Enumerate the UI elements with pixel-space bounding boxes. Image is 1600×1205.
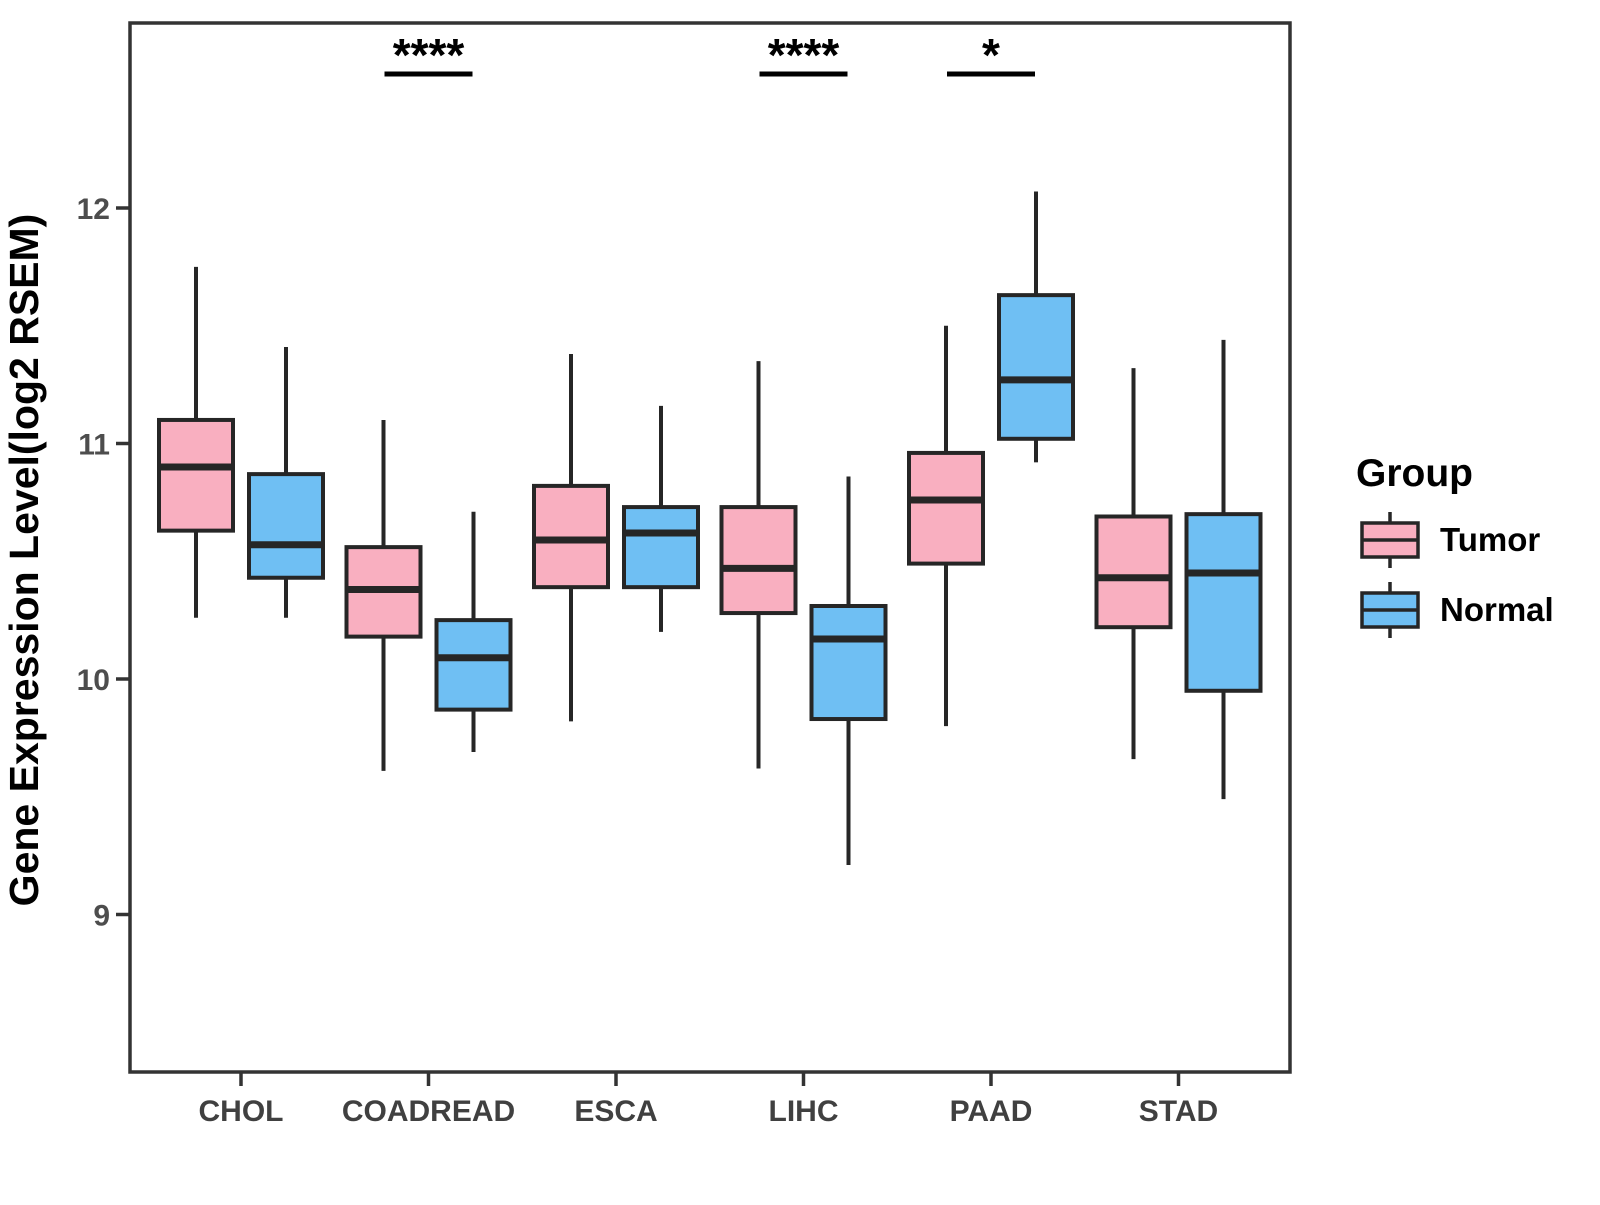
- iqr-box: [907, 450, 985, 566]
- iqr-box: [1184, 512, 1263, 693]
- iqr-box: [1094, 514, 1173, 630]
- legend-key-normal: [1360, 582, 1420, 638]
- x-axis-label: COADREAD: [342, 1095, 515, 1128]
- iqr-box: [719, 505, 798, 616]
- x-axis-label: PAAD: [950, 1095, 1033, 1128]
- plot-panel-border: [128, 21, 1292, 1074]
- iqr-box: [247, 472, 325, 580]
- y-tick-label: 12: [77, 193, 110, 226]
- y-axis-title: Gene Expression Level(log2 RSEM): [1, 214, 47, 907]
- boxplot-chol-tumor: [157, 266, 235, 618]
- y-tick-label: 10: [77, 664, 110, 697]
- legend: Group Tumor Normal: [1356, 452, 1554, 638]
- iqr-box: [532, 483, 610, 590]
- iqr-box: [809, 603, 888, 722]
- boxplot-paad-tumor: [907, 325, 985, 727]
- significance-label: ****: [393, 29, 465, 81]
- legend-title: Group: [1356, 452, 1473, 495]
- x-axis-label: CHOL: [199, 1095, 284, 1128]
- boxplot-stad-tumor: [1094, 368, 1173, 760]
- x-axis-label: LIHC: [769, 1095, 839, 1128]
- iqr-box: [622, 505, 700, 590]
- significance-label: *: [982, 29, 1000, 81]
- boxplot-coadread-normal: [434, 511, 513, 753]
- iqr-box: [157, 417, 235, 533]
- y-tick-label: 9: [93, 900, 110, 933]
- y-tick-label: 11: [78, 429, 110, 462]
- boxplot-esca-tumor: [532, 354, 610, 722]
- x-axis-label: ESCA: [574, 1095, 657, 1128]
- boxplot-esca-normal: [622, 405, 700, 632]
- boxplot-chol-normal: [247, 346, 325, 618]
- boxplot-lihc-tumor: [719, 361, 798, 769]
- legend-key-tumor: [1360, 512, 1420, 568]
- iqr-box: [434, 618, 513, 712]
- boxplot-lihc-normal: [809, 476, 888, 866]
- significance-label: ****: [768, 29, 840, 81]
- iqr-box: [997, 293, 1075, 441]
- boxplot-coadread-tumor: [344, 419, 423, 771]
- boxplot-stad-normal: [1184, 339, 1263, 800]
- legend-label-tumor: Tumor: [1440, 521, 1540, 558]
- legend-label-normal: Normal: [1440, 591, 1554, 628]
- boxplot-paad-normal: [997, 191, 1075, 463]
- x-axis-label: STAD: [1139, 1095, 1218, 1128]
- legend-keys: [1360, 512, 1420, 638]
